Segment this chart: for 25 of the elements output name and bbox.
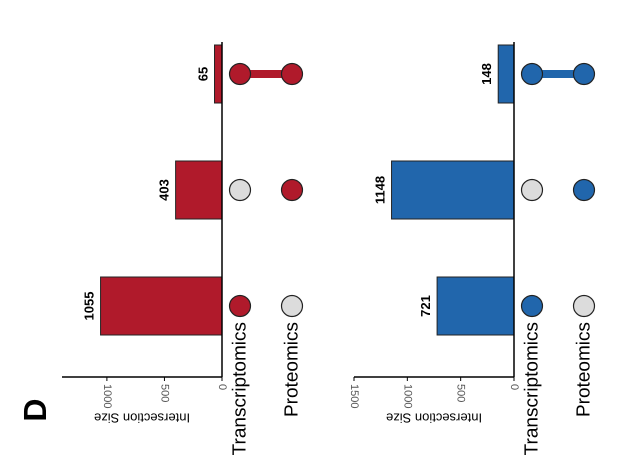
x-tick-label: 0 [508, 384, 520, 390]
data-label: 1055 [82, 292, 97, 320]
bar [391, 160, 514, 220]
x-axis-title: Intersection Size [94, 410, 190, 426]
bar [498, 44, 514, 104]
bar [175, 160, 222, 220]
x-tick-label: Proteomics [574, 322, 594, 418]
x-axis-title: Intersection Size [386, 410, 482, 426]
x-tick-label: 0 [216, 384, 228, 390]
x-tick-label: 1000 [100, 384, 113, 408]
x-tick-label: Transcriptomics [522, 322, 542, 456]
bar [436, 276, 514, 336]
data-label: 1148 [372, 176, 388, 204]
x-tick-label: Proteomics [282, 322, 302, 418]
x-tick-label: 500 [158, 384, 170, 402]
bar [100, 276, 222, 336]
data-label: 148 [479, 63, 494, 85]
text: D [17, 398, 53, 422]
x-tick-label: Transcriptomics [230, 322, 250, 456]
data-label: 65 [196, 66, 211, 82]
x-tick-label: 500 [454, 384, 467, 402]
x-tick-label: 1500 [348, 384, 360, 408]
x-tick-label: 1000 [401, 384, 414, 408]
data-label: 721 [418, 295, 434, 317]
data-label: 403 [156, 179, 172, 201]
